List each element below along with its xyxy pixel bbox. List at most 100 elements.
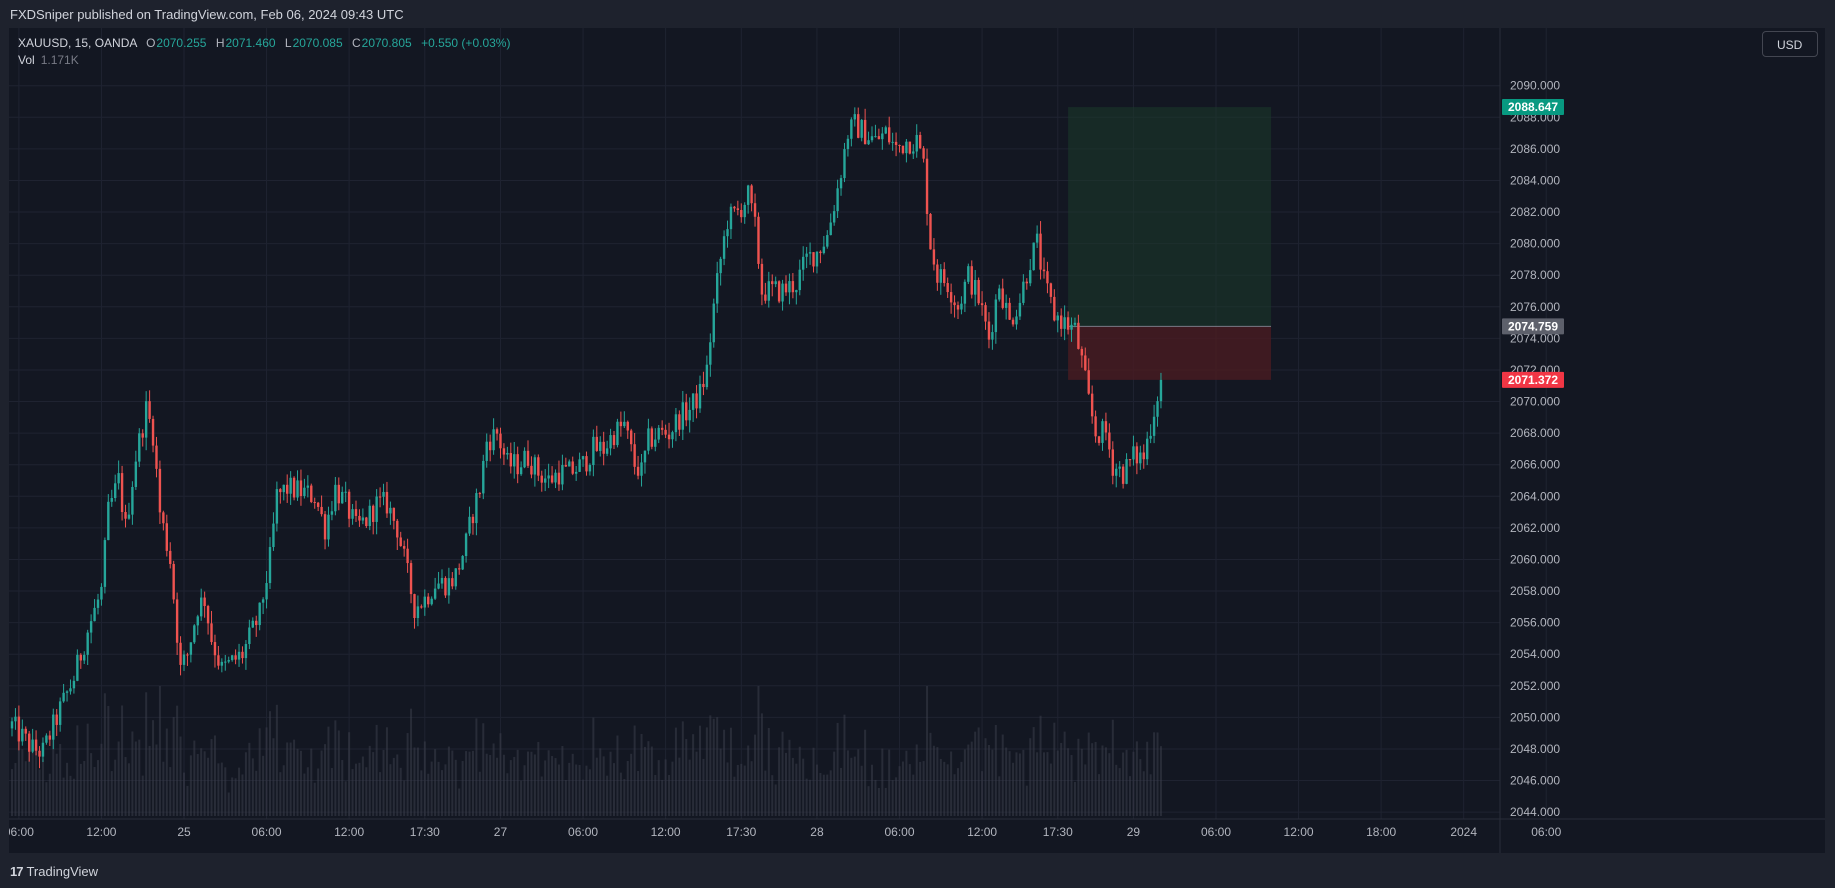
volume-bar: [152, 720, 155, 816]
volume-bar: [578, 765, 581, 816]
candle-body: [991, 332, 994, 340]
candle-body: [863, 119, 867, 145]
candle-body: [530, 465, 533, 475]
volume-bar: [434, 749, 437, 816]
volume-bar: [575, 764, 578, 816]
x-tick-label: 18:00: [1366, 825, 1396, 839]
volume-bar: [72, 778, 75, 816]
candle-body: [144, 401, 148, 438]
candle-body: [34, 739, 38, 751]
candle-body: [103, 540, 107, 587]
volume-bar: [571, 753, 574, 816]
volume-bar: [1032, 727, 1035, 816]
candle-body: [963, 281, 967, 304]
chart-area[interactable]: 2044.000 2046.000 2048.000 2050.000 2052.000…: [9, 28, 1825, 853]
candle-body: [592, 436, 595, 466]
candle-body: [894, 141, 898, 145]
candle-body: [1135, 446, 1139, 464]
candle-body: [341, 491, 344, 504]
volume-bar: [103, 693, 106, 816]
candle-body: [654, 439, 657, 447]
candle-body: [141, 433, 144, 438]
symbol-label[interactable]: XAUUSD, 15, OANDA: [18, 36, 137, 50]
currency-button[interactable]: USD: [1762, 31, 1818, 57]
volume-bar: [836, 722, 839, 816]
candle-body: [24, 728, 27, 734]
candle-body: [196, 616, 199, 626]
candle-body: [306, 485, 310, 488]
top-bar: FXDSniper published on TradingView.com, …: [0, 0, 1835, 28]
candle-body: [420, 606, 423, 608]
volume-bar: [83, 761, 86, 816]
x-tick-label: 06:00: [9, 825, 34, 839]
volume-bar: [781, 731, 784, 816]
volume-bar: [38, 769, 41, 816]
candle-body: [891, 141, 894, 143]
candle-body: [657, 427, 660, 440]
candle-body: [1101, 421, 1104, 443]
volume-bar: [919, 761, 922, 816]
candle-body: [967, 266, 970, 282]
y-tick-label: 2076.000: [1510, 300, 1560, 314]
volume-bar: [189, 755, 192, 816]
y-tick-label: 2074.000: [1510, 331, 1560, 345]
candle-body: [987, 321, 991, 340]
price-chart[interactable]: 2044.000 2046.000 2048.000 2050.000 2052.000…: [9, 28, 1825, 853]
candle-body: [819, 251, 822, 254]
volume-bar: [330, 768, 333, 816]
volume-bar: [747, 745, 750, 816]
volume-bar: [269, 711, 271, 816]
volume-bar: [86, 723, 89, 816]
candle-body: [970, 266, 973, 295]
volume-bar: [791, 757, 794, 816]
candle-body: [138, 433, 141, 462]
volume-bar: [145, 692, 148, 816]
current-price-tag: [1502, 371, 1564, 388]
candle-body: [874, 136, 877, 138]
volume-bar: [1091, 743, 1094, 816]
tradingview-logo[interactable]: 17 TradingView: [10, 864, 98, 879]
volume-bar: [957, 768, 959, 816]
candle-body: [175, 599, 179, 643]
volume-bar: [423, 741, 426, 816]
volume-label[interactable]: Vol: [18, 53, 35, 67]
candle-body: [829, 222, 832, 236]
candle-body: [385, 491, 389, 514]
candle-body: [685, 402, 688, 421]
volume-bar: [826, 774, 829, 816]
candle-body: [557, 472, 561, 485]
x-tick-label: 25: [177, 825, 191, 839]
volume-bar: [279, 772, 282, 816]
volume-bar: [334, 720, 337, 816]
volume-bar: [757, 686, 760, 816]
candle-body: [984, 305, 987, 322]
volume-bar: [809, 779, 812, 816]
volume-bar: [344, 781, 347, 816]
candle-body: [179, 642, 182, 665]
volume-bar: [241, 774, 244, 816]
volume-bar: [45, 782, 48, 816]
candle-body: [38, 750, 41, 757]
volume-bar: [461, 761, 464, 816]
candle-body: [616, 421, 619, 446]
candle-body: [960, 303, 963, 310]
candle-body: [261, 599, 265, 603]
volume-bar: [1122, 752, 1125, 816]
candle-body: [1087, 370, 1090, 394]
volume-bar: [351, 769, 354, 816]
volume-bar: [76, 725, 79, 816]
candle-body: [925, 158, 929, 214]
volume-bar: [977, 727, 980, 816]
candle-body: [605, 448, 609, 454]
volume-bar: [671, 761, 674, 816]
candle-body: [791, 281, 795, 293]
candle-body: [767, 281, 770, 301]
volume-bar: [874, 779, 877, 816]
candle-body: [399, 537, 402, 547]
x-tick-label: 06:00: [885, 825, 915, 839]
y-tick-label: 2086.000: [1510, 142, 1560, 156]
volume-bar: [114, 759, 117, 816]
volume-bar: [227, 792, 230, 816]
volume-bar: [196, 754, 199, 816]
volume-bar: [602, 756, 605, 816]
